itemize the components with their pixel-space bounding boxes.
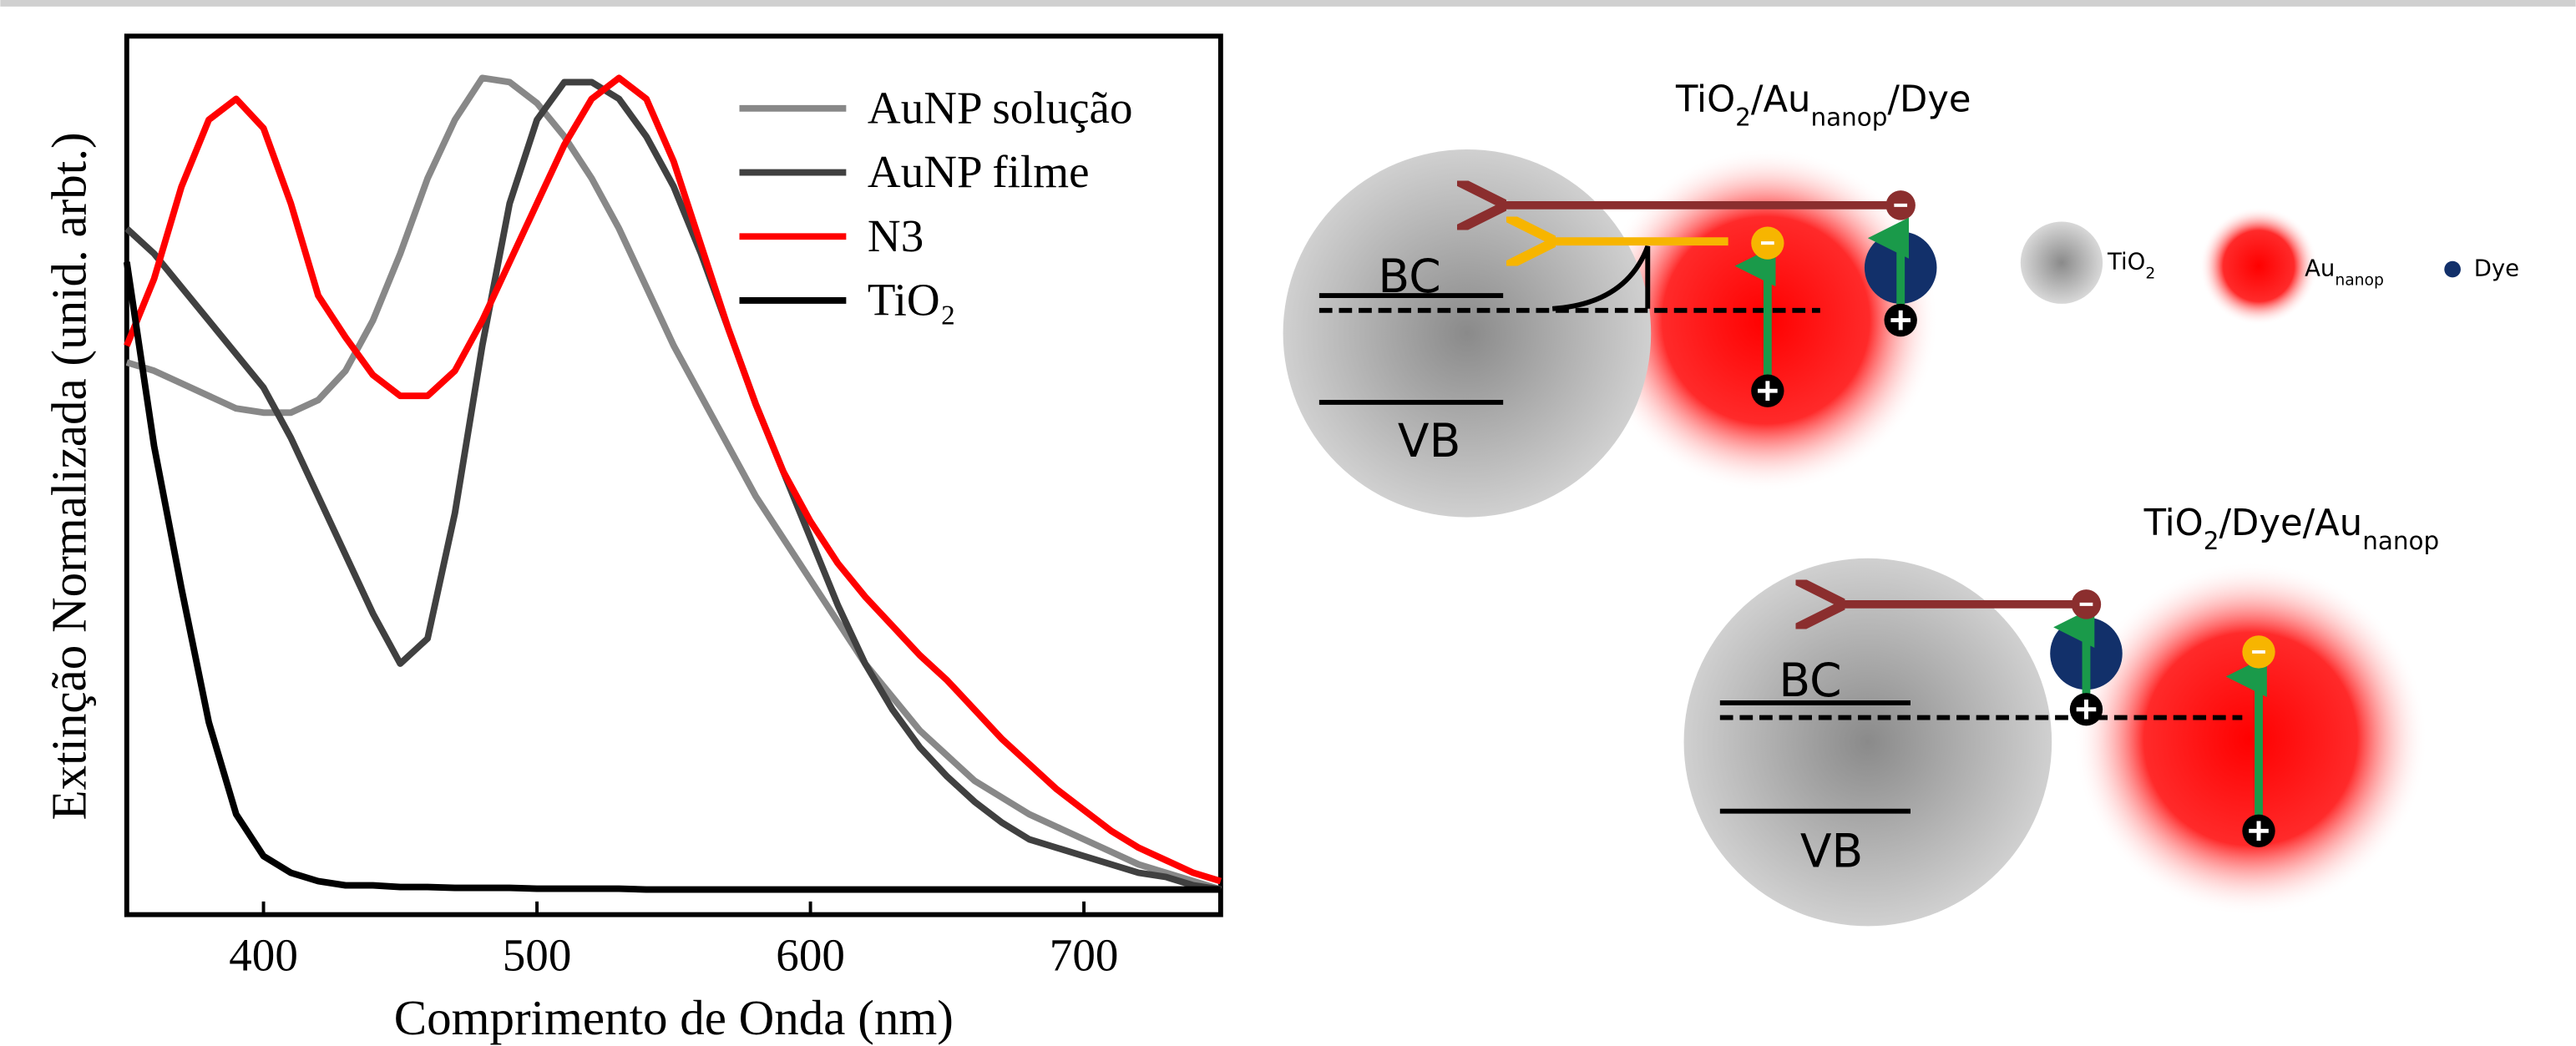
title-part: /Dye <box>1887 79 1971 121</box>
legend-label: AuNP solução <box>868 83 1133 134</box>
minus-signs <box>2079 602 2265 654</box>
title-part: /Au <box>1751 79 1811 121</box>
title-part: 2 <box>1735 104 1751 132</box>
vb-label: VB <box>1398 414 1460 467</box>
title-part: TiO <box>2143 503 2204 544</box>
title-part: TiO <box>2107 249 2145 275</box>
series-line <box>125 74 1222 893</box>
x-tick-label: 400 <box>229 930 298 981</box>
title-part: nanop <box>1810 104 1887 132</box>
title-part: /Dye/Au <box>2219 503 2362 544</box>
top-bar <box>0 0 2576 7</box>
title-part: 2 <box>2145 265 2155 282</box>
x-tick-label: 600 <box>776 930 845 981</box>
legend-label: Dye <box>2474 255 2519 281</box>
title-part: nanop <box>2362 527 2439 555</box>
legend-label: Aunanop <box>2305 255 2384 289</box>
panel-title: TiO2/Dye/Aunanop <box>2143 503 2440 555</box>
diagram: BC VB TiO2/Aunanop/Dye TiO2 Aunanop Dye … <box>1283 79 2519 927</box>
legend-label: N3 <box>868 210 924 261</box>
bc-label: BC <box>1378 250 1440 303</box>
title-part: Au <box>2305 255 2335 281</box>
legend-au <box>2199 206 2318 326</box>
schottky-barrier <box>1551 245 1651 311</box>
x-axis-label: Comprimento de Onda (nm) <box>394 990 954 1045</box>
minus-signs <box>1761 203 1908 245</box>
x-tick-label: 700 <box>1050 930 1119 981</box>
title-part: 2 <box>2204 527 2219 555</box>
plus-signs <box>2076 699 2269 841</box>
series-line <box>124 74 1222 885</box>
legend-tio2 <box>2020 221 2103 304</box>
y-axis-label: Extinção Normalizada (unid. arbt.) <box>42 132 97 820</box>
series-line <box>123 261 1221 893</box>
panel-title: TiO2/Aunanop/Dye <box>1675 79 1971 132</box>
series-line <box>124 78 1222 893</box>
legend-dye <box>2444 260 2461 278</box>
title-part: TiO <box>1675 79 1735 121</box>
legend-label: TiO₂ <box>868 275 956 326</box>
x-tick-label: 500 <box>503 930 572 981</box>
tio2-particle <box>1683 558 2052 927</box>
legend-label: AuNP filme <box>868 146 1090 197</box>
bc-label: BC <box>1779 654 1841 707</box>
legend-label: TiO2 <box>2107 249 2155 283</box>
title-part: nanop <box>2335 271 2384 289</box>
chart: Comprimento de Onda (nm) Extinção Normal… <box>42 33 1223 1045</box>
vb-label: VB <box>1800 825 1863 878</box>
plus-signs <box>1758 310 1911 401</box>
au-nanoparticle <box>2072 561 2428 917</box>
title-part: Dye <box>2474 255 2519 281</box>
plot-frame <box>124 33 1223 917</box>
